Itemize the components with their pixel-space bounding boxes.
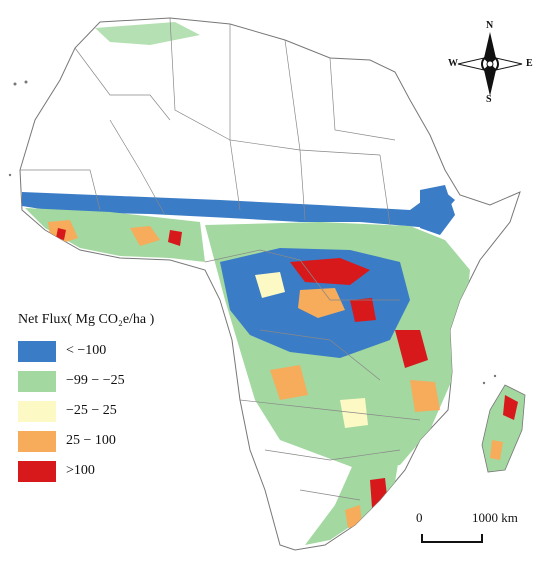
southern-hotspot-3	[410, 380, 440, 412]
southeast-hotspot	[370, 478, 388, 508]
central-hotspot-3	[350, 298, 376, 322]
madagascar-hotspot-1	[503, 395, 518, 420]
legend-swatch	[18, 460, 56, 482]
compass-north-label: N	[486, 20, 494, 31]
legend-item: < −100	[18, 336, 208, 366]
central-hotspot-1	[290, 258, 370, 285]
legend-item: −99 − −25	[18, 366, 208, 396]
legend-item: 25 − 100	[18, 426, 208, 456]
southern-hotspot-2	[395, 330, 428, 368]
legend-label: −25 − 25	[66, 403, 117, 418]
legend-swatch	[18, 340, 56, 362]
compass-west-label: W	[448, 58, 458, 69]
west-africa-source-4	[168, 230, 182, 246]
scale-end-label: 1000 km	[472, 510, 518, 525]
island-5	[493, 374, 497, 378]
west-africa-source-3	[130, 226, 160, 246]
legend-label: < −100	[66, 343, 107, 358]
legend-label: −99 − −25	[66, 373, 125, 388]
compass-icon	[457, 32, 523, 96]
legend-title: Net Flux( Mg CO₂e/ha )	[18, 312, 155, 327]
scale-start-label: 0	[416, 510, 423, 525]
island-4	[482, 381, 486, 385]
compass-rose: N S W E	[448, 20, 533, 106]
legend-swatch	[18, 370, 56, 392]
east-africa-sink	[420, 185, 455, 235]
legend: Net Flux( Mg CO₂e/ha ) < −100 −99 − −25 …	[18, 312, 208, 486]
compass-east-label: E	[526, 58, 533, 69]
legend-label: 25 − 100	[66, 433, 116, 448]
north-coast-vegetation	[95, 22, 200, 45]
southern-hotspot-1	[270, 365, 308, 400]
country-borders	[20, 17, 421, 501]
compass-south-label: S	[486, 94, 492, 105]
legend-swatch	[18, 430, 56, 452]
central-hotspot-2	[298, 288, 345, 318]
island-2	[24, 80, 28, 84]
scale-bar-line	[421, 534, 483, 543]
legend-label: >100	[66, 463, 95, 478]
legend-swatch	[18, 400, 56, 422]
island-3	[8, 173, 12, 177]
scale-bar: 0 1000 km	[410, 510, 535, 550]
madagascar	[481, 384, 526, 473]
island-1	[13, 82, 17, 86]
southeast-source	[345, 505, 362, 528]
legend-item: −25 − 25	[18, 396, 208, 426]
sahel-band-strong-sink	[22, 188, 455, 228]
west-africa-source-2	[56, 228, 66, 240]
central-light-patch	[255, 272, 285, 298]
legend-item: >100	[18, 456, 208, 486]
madagascar-hotspot-2	[490, 440, 503, 460]
